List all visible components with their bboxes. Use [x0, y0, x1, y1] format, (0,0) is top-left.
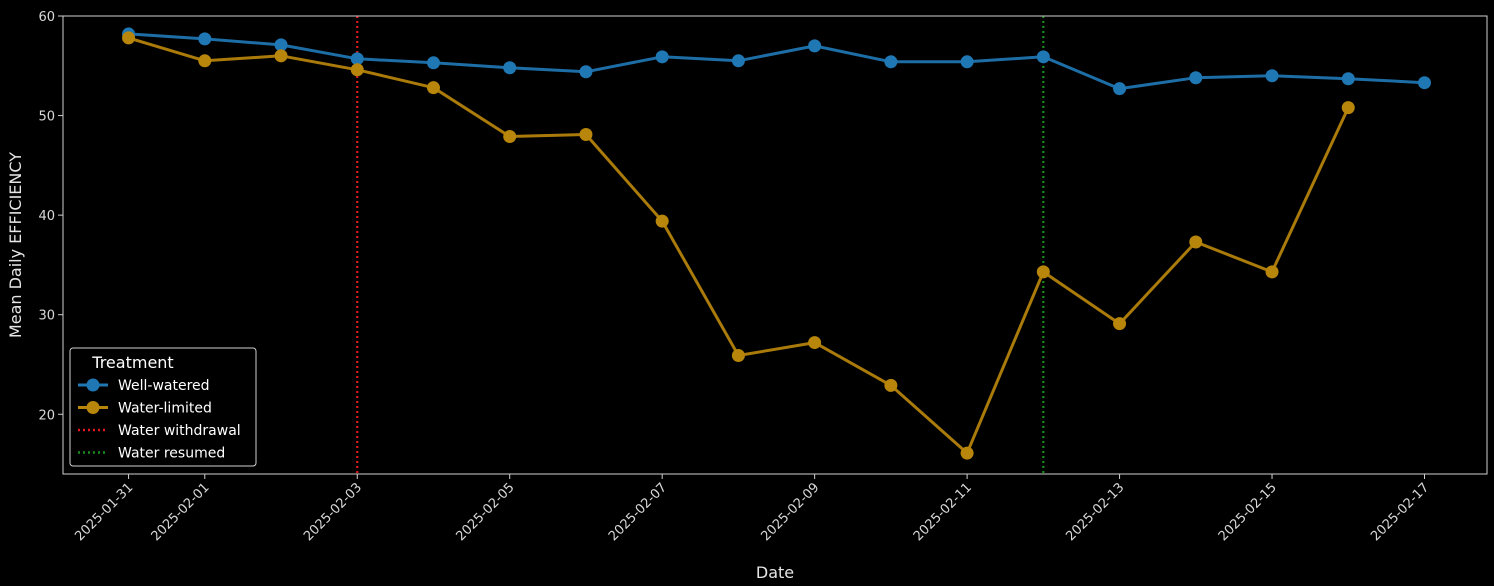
legend-title: Treatment — [91, 353, 173, 372]
data-point — [503, 129, 517, 143]
legend-label: Well-watered — [118, 378, 210, 394]
data-point — [1417, 76, 1431, 90]
y-tick-label: 60 — [38, 10, 55, 25]
data-point — [884, 55, 898, 69]
data-point — [350, 63, 364, 77]
data-point — [1113, 82, 1127, 96]
y-tick-label: 50 — [38, 110, 55, 125]
data-point — [579, 127, 593, 141]
data-point — [1341, 101, 1355, 115]
data-point — [731, 349, 745, 363]
data-point — [1189, 235, 1203, 249]
plot-frame — [62, 15, 1488, 475]
data-point — [122, 31, 136, 45]
y-tick-label: 20 — [38, 408, 55, 423]
data-point — [579, 65, 593, 79]
data-point — [1341, 72, 1355, 86]
data-point — [198, 32, 212, 46]
data-point — [1036, 265, 1050, 279]
x-axis-label: Date — [756, 563, 794, 582]
y-tick-label: 40 — [38, 209, 55, 224]
data-point — [808, 39, 822, 53]
data-point — [655, 50, 669, 64]
data-point — [960, 55, 974, 69]
data-point — [655, 214, 669, 228]
legend: Treatment Well-watered Water-limited Water … — [69, 347, 257, 467]
data-point — [1265, 69, 1279, 83]
data-point — [1036, 50, 1050, 64]
y-tick-label: 30 — [38, 309, 55, 324]
legend-swatch-marker — [86, 401, 100, 414]
data-point — [884, 378, 898, 392]
data-point — [960, 446, 974, 460]
data-point — [426, 81, 440, 95]
legend-label: Water-limited — [118, 401, 212, 417]
data-point — [350, 52, 364, 66]
data-point — [274, 49, 288, 63]
legend-label: Water resumed — [118, 446, 225, 462]
legend-box — [69, 347, 257, 467]
data-point — [808, 336, 822, 350]
data-point — [1265, 265, 1279, 279]
data-point — [1113, 317, 1127, 331]
data-point — [274, 38, 288, 52]
series-line-well-watered — [128, 32, 1425, 91]
y-axis-label: Mean Daily EFFICIENCY — [6, 152, 25, 338]
legend-label: Water withdrawal — [118, 423, 241, 439]
data-point — [198, 54, 212, 68]
data-point — [426, 56, 440, 70]
data-point — [731, 54, 745, 68]
data-point — [503, 61, 517, 75]
data-point — [1189, 71, 1203, 85]
legend-swatch-marker — [86, 378, 100, 392]
